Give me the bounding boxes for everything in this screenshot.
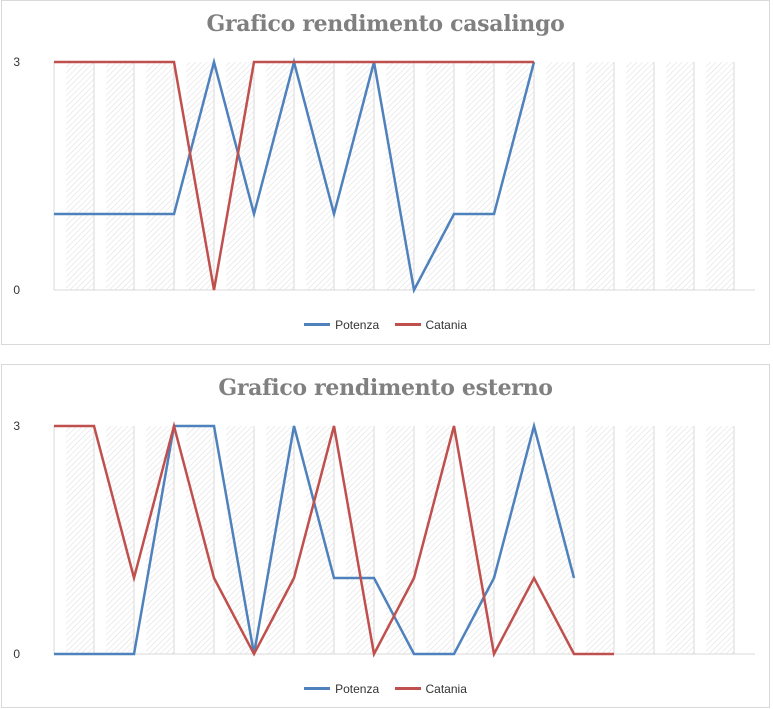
y-tick-label: 0 (13, 647, 20, 661)
legend-swatch-catania (394, 687, 421, 690)
grid-band (386, 426, 414, 654)
grid-band (346, 426, 374, 654)
grid-band (426, 62, 454, 290)
grid-band (546, 62, 574, 290)
grid-band (106, 426, 134, 654)
grid-band (506, 62, 534, 290)
grid-band (546, 426, 574, 654)
grid-band (106, 62, 134, 290)
line-chart-plot: 03 (13, 419, 755, 661)
legend-item-catania: Catania (394, 317, 467, 332)
legend-label: Potenza (335, 317, 380, 332)
series-line-catania (54, 60, 534, 291)
series-line-catania (54, 421, 614, 658)
grid-band (386, 62, 414, 290)
grid-band (66, 62, 94, 290)
plot-grid (53, 62, 735, 290)
grid-band (426, 426, 454, 654)
grid-band (586, 62, 614, 290)
grid-band (226, 426, 254, 654)
grid-band (226, 62, 254, 290)
grid-band (626, 62, 654, 290)
grid-band (706, 62, 734, 290)
grid-band (586, 426, 614, 654)
legend: Potenza Catania (2, 315, 769, 332)
grid-band (306, 62, 334, 290)
grid-band (306, 426, 334, 654)
grid-band (666, 62, 694, 290)
grid-band (266, 62, 294, 290)
legend-swatch-potenza (304, 687, 331, 690)
legend-item-potenza: Potenza (304, 318, 379, 332)
y-tick-label: 3 (13, 419, 20, 433)
chart-title: Grafico rendimento esterno (218, 375, 553, 401)
grid-band (466, 426, 494, 654)
line-chart-plot: 03 (13, 55, 755, 297)
grid-band (186, 62, 214, 290)
legend-label: Potenza (335, 681, 380, 696)
plot-grid (53, 426, 735, 654)
grid-band (466, 62, 494, 290)
grid-band (626, 426, 654, 654)
grid-band (666, 426, 694, 654)
grid-band (266, 426, 294, 654)
grid-band (146, 62, 174, 290)
grid-band (706, 426, 734, 654)
legend-label: Catania (425, 681, 467, 696)
legend-label: Catania (425, 317, 467, 332)
grid-band (346, 62, 374, 290)
legend-swatch-potenza (304, 323, 331, 326)
grid-band (146, 426, 174, 654)
grid-band (506, 426, 534, 654)
grid-band (66, 426, 94, 654)
y-tick-label: 3 (13, 55, 20, 69)
legend-swatch-catania (394, 323, 421, 326)
chart-title: Grafico rendimento casalingo (206, 11, 565, 37)
legend: Potenza Catania (2, 679, 769, 696)
y-tick-label: 0 (13, 283, 20, 297)
legend-item-catania: Catania (394, 681, 467, 696)
grid-band (186, 426, 214, 654)
legend-item-potenza: Potenza (304, 682, 379, 696)
